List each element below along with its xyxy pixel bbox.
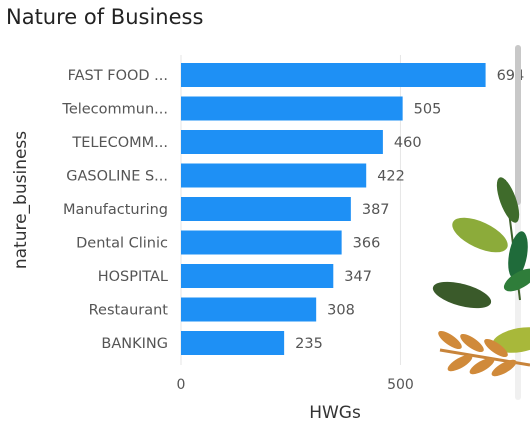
bar[interactable] bbox=[181, 163, 367, 188]
data-label: 308 bbox=[327, 303, 355, 319]
bar[interactable] bbox=[181, 331, 285, 355]
x-axis-ticks: 0 500 bbox=[177, 377, 414, 393]
category-label: HOSPITAL bbox=[98, 269, 168, 285]
bar[interactable] bbox=[181, 264, 334, 288]
vertical-scrollbar[interactable] bbox=[515, 45, 521, 400]
chart-title: Nature of Business bbox=[6, 5, 203, 29]
x-axis-title: HWGs bbox=[309, 403, 361, 423]
bar[interactable] bbox=[181, 297, 317, 322]
data-label: 422 bbox=[377, 169, 405, 185]
category-label: GASOLINE S... bbox=[66, 169, 168, 185]
data-label: 347 bbox=[344, 269, 372, 285]
leaf-decoration-icon bbox=[432, 177, 530, 377]
x-tick-label: 0 bbox=[177, 377, 186, 393]
category-labels: FAST FOOD ... Telecommun... TELECOMM... GAS… bbox=[61, 68, 168, 352]
category-label: Telecommun... bbox=[61, 102, 168, 118]
category-label: Manufacturing bbox=[63, 202, 168, 218]
data-label: 505 bbox=[414, 102, 442, 118]
bar[interactable] bbox=[181, 230, 342, 255]
category-label: FAST FOOD ... bbox=[68, 68, 168, 84]
bar[interactable] bbox=[181, 130, 383, 154]
data-label: 235 bbox=[295, 336, 323, 352]
bar[interactable] bbox=[181, 63, 486, 87]
y-axis-title: nature_business bbox=[11, 131, 31, 269]
category-label: Restaurant bbox=[89, 303, 169, 319]
data-label: 366 bbox=[353, 236, 381, 252]
bars bbox=[181, 63, 486, 355]
category-label: TELECOMM... bbox=[71, 135, 168, 151]
bar[interactable] bbox=[181, 96, 403, 121]
x-tick-label: 500 bbox=[387, 377, 414, 393]
category-label: Dental Clinic bbox=[76, 236, 168, 252]
data-label: 460 bbox=[394, 135, 422, 151]
scrollbar-thumb[interactable] bbox=[515, 45, 521, 205]
bar[interactable] bbox=[181, 197, 351, 221]
data-label: 387 bbox=[362, 202, 390, 218]
category-label: BANKING bbox=[101, 336, 168, 352]
